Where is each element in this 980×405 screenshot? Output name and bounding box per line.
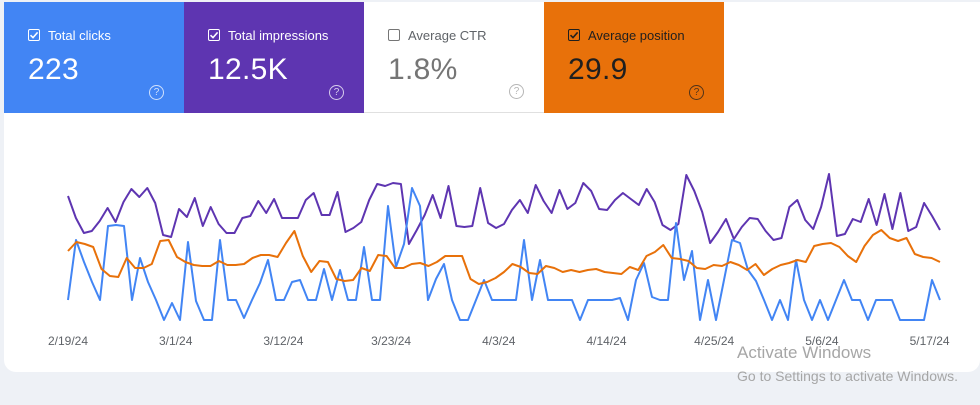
- metric-value: 29.9: [568, 53, 628, 86]
- watermark-title: Activate Windows: [737, 343, 872, 362]
- checkbox-checked-icon[interactable]: [568, 29, 580, 41]
- metric-label: Total clicks: [48, 27, 111, 43]
- checkbox-checked-icon[interactable]: [208, 29, 220, 41]
- metric-value: 223: [28, 53, 79, 86]
- metric-card-total-impressions[interactable]: Total impressions 12.5K ?: [184, 2, 364, 113]
- series-line-position: [67, 229, 941, 285]
- metric-label: Average position: [588, 27, 685, 43]
- metric-header: Total impressions: [208, 27, 364, 43]
- metric-value: 12.5K: [208, 53, 288, 86]
- checkbox-checked-icon[interactable]: [28, 29, 40, 41]
- checkbox-unchecked-icon[interactable]: [388, 29, 400, 41]
- metric-card-total-clicks[interactable]: Total clicks 223 ?: [4, 2, 184, 113]
- metric-value: 1.8%: [388, 53, 458, 86]
- x-tick-label: 4/14/24: [586, 334, 626, 348]
- x-tick-label: 5/6/24: [805, 334, 839, 348]
- metric-header: Total clicks: [28, 27, 184, 43]
- metric-cards: Total clicks 223 ? Total impressions 12.…: [4, 2, 724, 113]
- help-icon[interactable]: ?: [329, 85, 344, 100]
- help-icon[interactable]: ?: [689, 85, 704, 100]
- metric-card-average-ctr[interactable]: Average CTR 1.8% ?: [364, 2, 544, 113]
- x-tick-label: 5/17/24: [910, 334, 950, 348]
- series-line-impressions: [67, 173, 941, 245]
- metric-header: Average position: [568, 27, 724, 43]
- metric-card-average-position[interactable]: Average position 29.9 ?: [544, 2, 724, 113]
- help-icon[interactable]: ?: [149, 85, 164, 100]
- x-tick-label: 3/23/24: [371, 334, 411, 348]
- x-tick-label: 4/3/24: [482, 334, 516, 348]
- x-tick-label: 3/12/24: [263, 334, 303, 348]
- series-line-clicks: [67, 187, 941, 321]
- metric-label: Total impressions: [228, 27, 329, 43]
- watermark-subtitle: Go to Settings to activate Windows.: [737, 368, 958, 384]
- metric-label: Average CTR: [408, 27, 487, 43]
- x-tick-label: 4/25/24: [694, 334, 734, 348]
- activate-windows-watermark: Activate Windows Go to Settings to activ…: [737, 343, 958, 384]
- metric-header: Average CTR: [388, 27, 544, 43]
- x-tick-label: 3/1/24: [159, 334, 193, 348]
- help-icon[interactable]: ?: [509, 84, 524, 99]
- x-tick-label: 2/19/24: [48, 334, 88, 348]
